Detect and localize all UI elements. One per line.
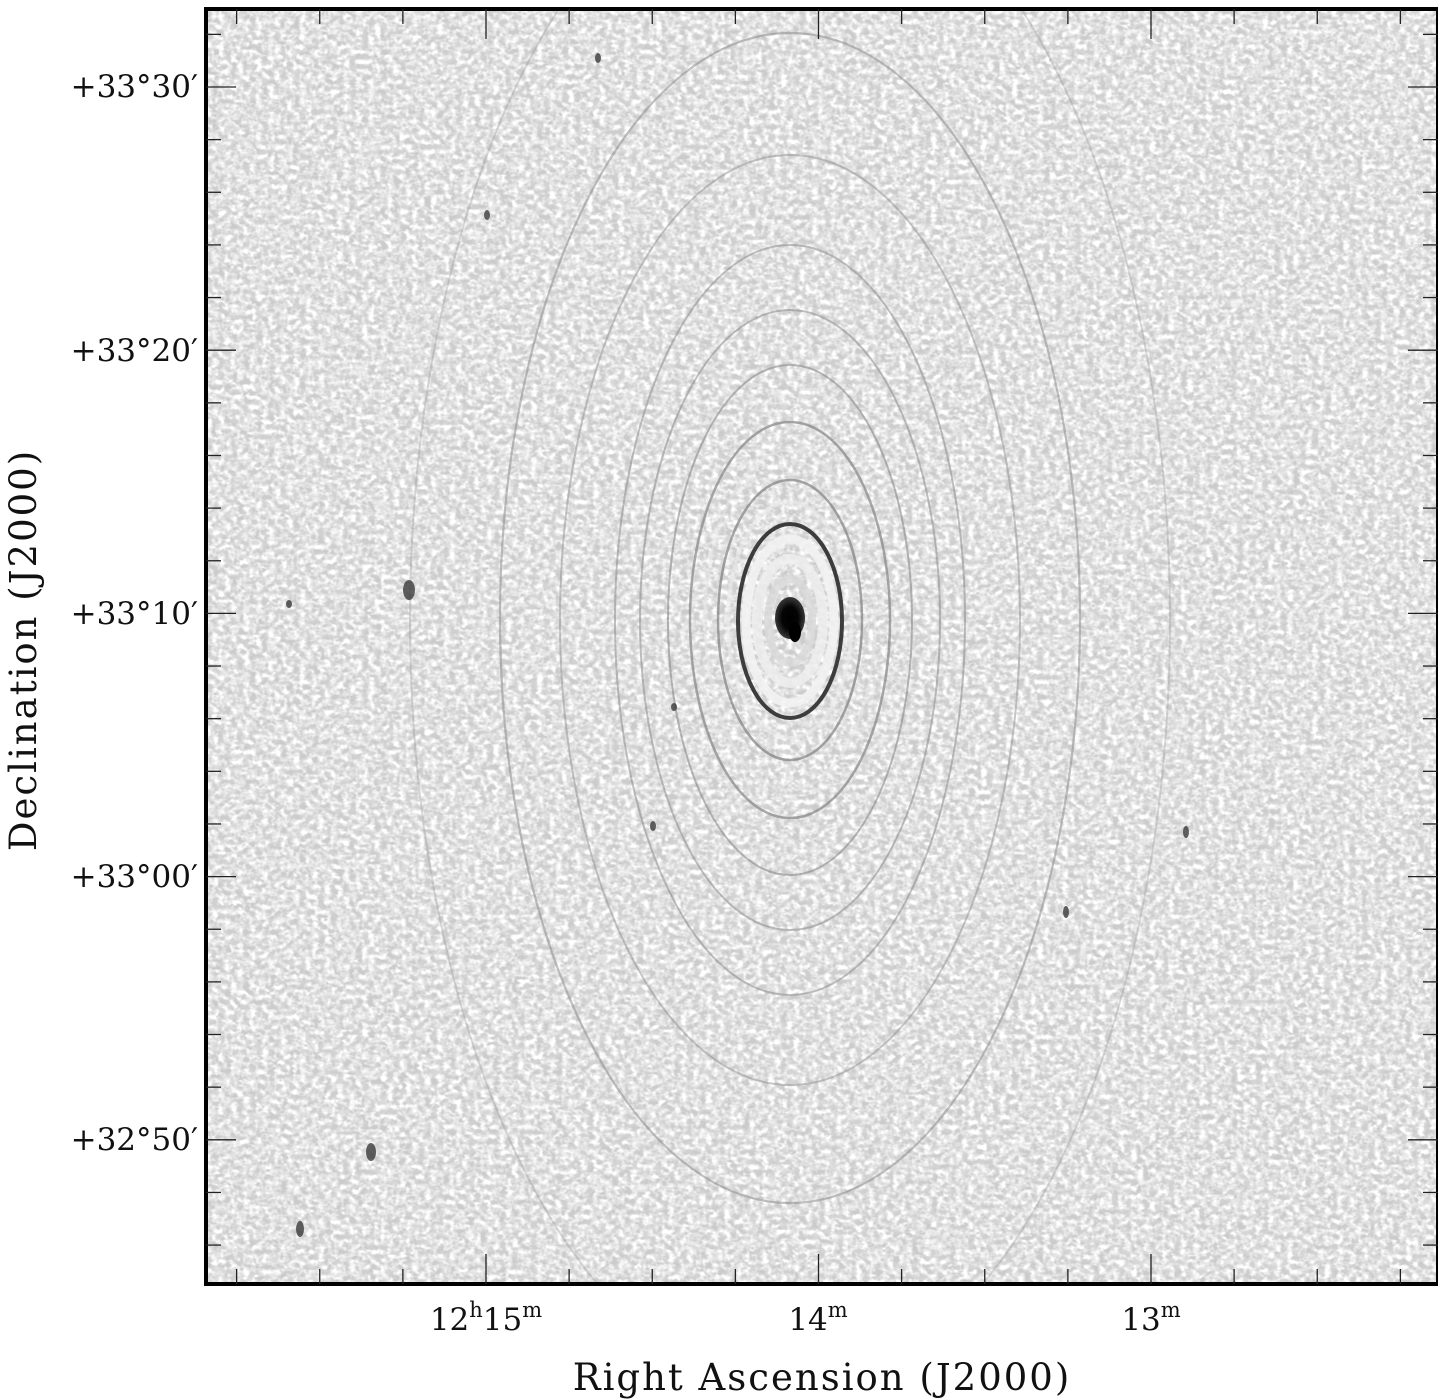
x-axis-title: Right Ascension (J2000)	[573, 1356, 1072, 1399]
x-tick-labels: 12h15m 14m 13m	[430, 1298, 1181, 1338]
x-tick-label-12h15m: 12h15m	[430, 1298, 542, 1338]
ring-artifacts	[409, 9, 1171, 1284]
tick-marks	[206, 9, 1438, 1284]
x-tick-label-13m: 13m	[1121, 1298, 1180, 1338]
x-tick-minutes: 14	[788, 1302, 827, 1338]
y-tick-label: +33°10′	[71, 596, 198, 632]
faint-sources	[286, 53, 1189, 1237]
x-tick-minutes: 13	[1121, 1302, 1160, 1338]
x-tick-minute-unit: m	[522, 1298, 542, 1322]
y-tick-labels: +33°30′ +33°20′ +33°10′ +33°00′ +32°50′	[71, 69, 198, 1158]
x-tick-minutes: 15	[483, 1302, 522, 1338]
image-panel	[206, 9, 1438, 1284]
x-tick-hour-unit: h	[469, 1298, 483, 1322]
y-tick-label: +33°20′	[71, 333, 198, 369]
y-tick-label: +32°50′	[71, 1122, 198, 1158]
x-tick-minute-unit: m	[828, 1298, 848, 1322]
y-tick-label: +33°00′	[71, 859, 198, 895]
y-tick-label: +33°30′	[71, 69, 198, 105]
x-tick-minute-unit: m	[1161, 1298, 1181, 1322]
y-axis-title: Declination (J2000)	[2, 449, 45, 851]
plot-frame	[204, 7, 1438, 1286]
x-tick-hours: 12	[430, 1302, 469, 1338]
central-source	[775, 597, 805, 642]
x-tick-label-14m: 14m	[788, 1298, 847, 1338]
